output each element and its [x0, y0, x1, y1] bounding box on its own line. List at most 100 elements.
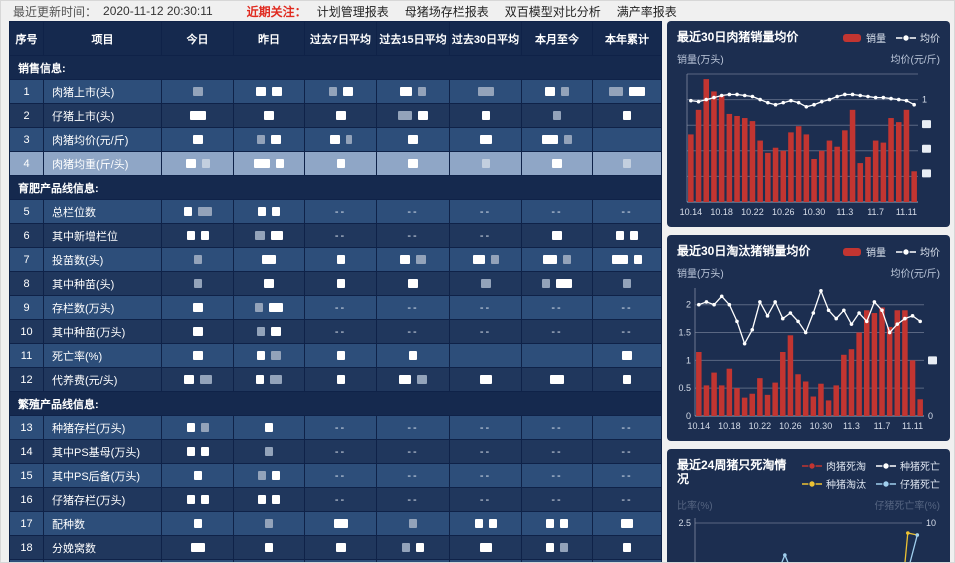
data-cell	[304, 151, 377, 176]
empty-value: --	[621, 445, 633, 458]
data-cell	[521, 367, 593, 392]
redacted-value	[192, 135, 203, 145]
table-row-1[interactable]: 1 肉猪上市(头)	[9, 79, 662, 104]
data-cell	[521, 559, 593, 562]
legend-item-种猪死亡[interactable]: 种猪死亡	[876, 458, 940, 473]
table-row-17[interactable]: 17 配种数	[9, 511, 662, 536]
legend-item-肉猪死淘[interactable]: 肉猪死淘	[802, 458, 866, 473]
table-row-12[interactable]: 12 代养费(元/头)	[9, 367, 662, 392]
y-right-axis-label: 均价(元/斤)	[890, 55, 940, 66]
table-row-4[interactable]: 4 肉猪均重(斤/头)	[9, 151, 662, 176]
table-row-13[interactable]: 13 种猪存栏(万头) -- -- -- -- --	[9, 415, 662, 440]
data-cell: --	[449, 319, 522, 344]
report-link-1[interactable]: 计划管理报表	[316, 4, 389, 19]
redacted-value	[276, 159, 284, 169]
legend-label: 种猪死亡	[900, 462, 940, 473]
gridlines	[687, 73, 918, 177]
empty-value: --	[479, 229, 492, 242]
table-row-5[interactable]: 5 总栏位数 -- -- -- -- --	[9, 199, 662, 224]
table-row-7[interactable]: 7 投苗数(头)	[9, 247, 662, 272]
data-cell	[161, 223, 234, 248]
row-label: 其中种苗(万头)	[43, 319, 162, 344]
redacted-value	[634, 255, 642, 265]
data-cell	[376, 535, 450, 560]
kpi-table: 序号 项目 今日 昨日 过去7日平均 过去15日平均 过去30日平均 本月至今 本年累计 销售信…	[9, 21, 662, 562]
table-row-8[interactable]: 8 其中种苗(头)	[9, 271, 662, 296]
legend-item-销量[interactable]: 销量	[842, 30, 886, 45]
data-cell	[161, 247, 234, 272]
empty-value: --	[407, 325, 419, 338]
row-label: 肉猪均价(元/斤)	[43, 127, 162, 152]
data-cell: --	[592, 463, 662, 488]
data-cell	[449, 247, 522, 272]
data-cell: --	[521, 439, 593, 464]
data-cell: --	[376, 199, 450, 224]
data-cell	[449, 535, 522, 560]
line-legend-marker	[802, 479, 822, 488]
data-cell	[161, 79, 234, 104]
col-header: 本年累计	[592, 21, 662, 56]
empty-value: --	[407, 229, 419, 242]
col-header: 今日	[161, 21, 234, 56]
redacted-value	[402, 543, 410, 553]
chart-title: 最近24周猪只死淘情况	[677, 458, 787, 486]
chart-legend: 销量 均价	[842, 30, 940, 45]
data-cell: --	[449, 415, 522, 440]
report-link-4[interactable]: 满产率报表	[616, 4, 677, 19]
data-cell	[304, 511, 377, 536]
data-cell	[233, 271, 305, 296]
table-row-14[interactable]: 14 其中PS基母(万头) -- -- -- -- --	[9, 439, 662, 464]
table-row-3[interactable]: 3 肉猪均价(元/斤)	[9, 127, 662, 152]
redacted-value	[192, 327, 203, 337]
table-row-16[interactable]: 16 仔猪存栏(万头) -- -- -- -- --	[9, 487, 662, 512]
data-cell	[304, 367, 377, 392]
redacted-value	[552, 231, 562, 241]
table-row-6[interactable]: 6 其中新增栏位 -- -- --	[9, 223, 662, 248]
line-series-仔猪死亡	[781, 533, 920, 562]
redacted-value	[192, 87, 203, 97]
report-link-2[interactable]: 母猪场存栏报表	[404, 4, 489, 19]
empty-value: --	[551, 493, 563, 506]
redacted-value	[192, 351, 203, 361]
legend-item-种猪淘汰[interactable]: 种猪淘汰	[802, 476, 866, 491]
table-row-9[interactable]: 9 存栏数(万头) -- -- -- -- --	[9, 295, 662, 320]
redacted-value	[474, 519, 483, 529]
legend-item-均价[interactable]: 均价	[896, 244, 940, 259]
report-links: 计划管理报表 母猪场存栏报表 双百模型对比分析 满产率报表	[317, 3, 677, 20]
data-cell	[304, 79, 377, 104]
redacted-value	[623, 279, 631, 289]
table-row-19[interactable]: 19窝均活仔(头/窝)	[9, 559, 662, 562]
empty-value: --	[334, 445, 347, 458]
svg-text:11.7: 11.7	[867, 207, 884, 217]
redacted-value	[257, 327, 265, 337]
redacted-value	[398, 111, 412, 121]
data-cell	[161, 295, 234, 320]
data-cell: --	[449, 439, 522, 464]
row-number: 11	[9, 343, 44, 368]
redacted-value	[262, 255, 276, 265]
table-row-2[interactable]: 2 仔猪上市(头)	[9, 103, 662, 128]
data-cell: --	[376, 319, 450, 344]
redacted-value	[186, 447, 195, 457]
legend-item-销量[interactable]: 销量	[842, 244, 886, 259]
data-cell	[592, 223, 662, 248]
legend-label: 均价	[920, 34, 940, 45]
redacted-value	[257, 351, 265, 361]
redacted-value	[272, 87, 282, 97]
report-link-3[interactable]: 双百模型对比分析	[504, 4, 601, 19]
data-cell	[376, 103, 450, 128]
svg-text:10.26: 10.26	[772, 207, 795, 217]
redacted-value	[192, 303, 203, 313]
table-row-18[interactable]: 18 分娩窝数	[9, 535, 662, 560]
legend-item-仔猪死亡[interactable]: 仔猪死亡	[876, 476, 940, 491]
section-title: 销售信息:	[9, 55, 662, 80]
redacted-value	[200, 231, 209, 241]
redacted-value	[542, 279, 550, 289]
table-row-15[interactable]: 15 其中PS后备(万头) -- -- -- -- --	[9, 463, 662, 488]
row-number: 18	[9, 535, 44, 560]
row-label: 肉猪均重(斤/头)	[43, 151, 162, 176]
legend-item-均价[interactable]: 均价	[896, 30, 940, 45]
redacted-value	[265, 519, 273, 529]
table-row-10[interactable]: 10 其中种苗(万头) -- -- -- -- --	[9, 319, 662, 344]
table-row-11[interactable]: 11 死亡率(%)	[9, 343, 662, 368]
